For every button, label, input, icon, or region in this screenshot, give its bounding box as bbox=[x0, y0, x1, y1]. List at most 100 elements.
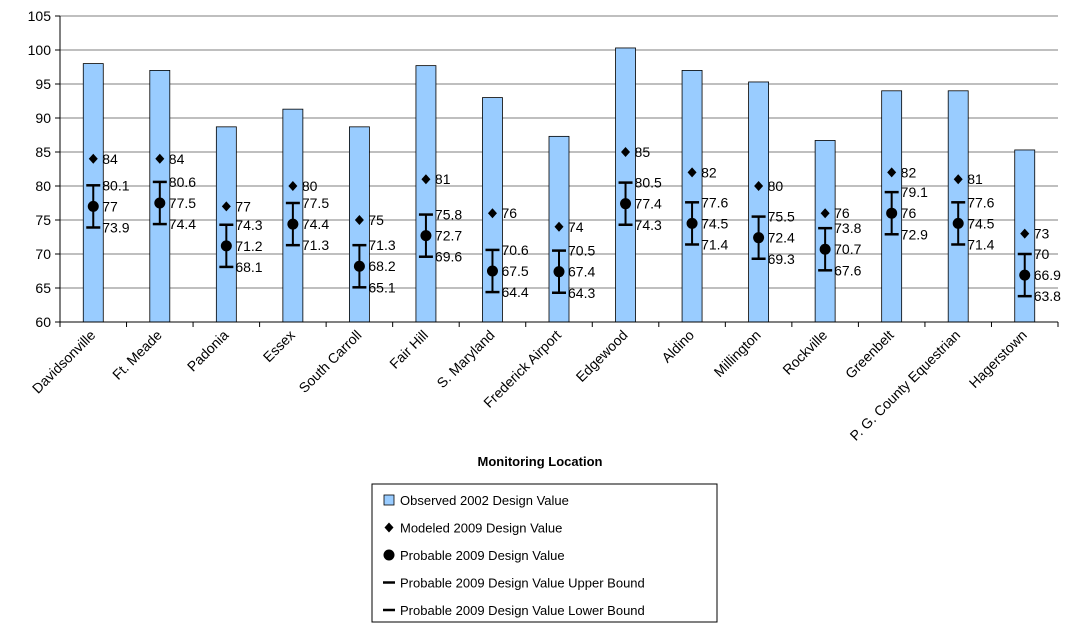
modeled-label: 84 bbox=[169, 151, 185, 167]
probable-marker bbox=[553, 266, 565, 278]
category-labels: Davidsonville Ft. Meade Padonia EssexSouth … bbox=[29, 327, 1030, 444]
probable-marker bbox=[87, 200, 99, 212]
probable-marker bbox=[154, 197, 166, 209]
category-label: P. G. County Equestrian bbox=[847, 327, 964, 444]
modeled-label: 85 bbox=[635, 144, 651, 160]
probable-marker bbox=[686, 217, 698, 229]
upper-bound-label: 70.6 bbox=[501, 242, 528, 258]
modeled-marker bbox=[221, 201, 231, 212]
modeled-marker bbox=[554, 221, 564, 232]
modeled-label: 80 bbox=[302, 178, 318, 194]
upper-bound-label: 80.1 bbox=[102, 177, 129, 193]
y-tick-label: 60 bbox=[35, 314, 51, 330]
legend-label: Observed 2002 Design Value bbox=[400, 493, 569, 508]
lower-bound-label: 64.4 bbox=[501, 284, 528, 300]
category-label: Edgewood bbox=[573, 327, 631, 385]
modeled-label: 73 bbox=[1034, 226, 1050, 242]
category-label: South Carroll bbox=[295, 327, 364, 396]
upper-bound-label: 75.5 bbox=[768, 209, 795, 225]
lower-bound-label: 69.6 bbox=[435, 249, 462, 265]
modeled-marker bbox=[754, 181, 764, 191]
y-tick-label: 105 bbox=[28, 8, 52, 24]
probable-label: 77.5 bbox=[169, 195, 196, 211]
probable-label: 74.5 bbox=[701, 215, 728, 231]
probable-marker bbox=[486, 265, 498, 277]
y-tick-label: 95 bbox=[35, 76, 51, 92]
lower-bound-label: 73.9 bbox=[102, 219, 129, 235]
lower-bound-label: 64.3 bbox=[568, 285, 595, 301]
modeled-marker bbox=[421, 174, 431, 185]
modeled-label: 82 bbox=[901, 164, 917, 180]
probable-label: 67.5 bbox=[501, 263, 528, 279]
modeled-marker bbox=[953, 174, 963, 185]
probable-marker bbox=[220, 240, 232, 252]
category-label: Essex bbox=[260, 327, 298, 365]
probable-marker bbox=[420, 230, 432, 242]
markers bbox=[86, 147, 1032, 298]
probable-marker bbox=[753, 232, 765, 244]
category-label: Davidsonville bbox=[29, 327, 99, 397]
lower-bound-label: 74.3 bbox=[635, 217, 662, 233]
probable-label: 66.9 bbox=[1034, 267, 1061, 283]
bar bbox=[415, 65, 437, 323]
lower-bound-label: 74.4 bbox=[169, 216, 196, 232]
probable-label: 72.7 bbox=[435, 228, 462, 244]
modeled-label: 80 bbox=[768, 178, 784, 194]
legend-swatch-diamond bbox=[384, 522, 394, 533]
legend-label: Probable 2009 Design Value Lower Bound bbox=[400, 603, 645, 618]
category-label: Aldino bbox=[658, 327, 697, 366]
y-tick-label: 90 bbox=[35, 110, 51, 126]
lower-bound-label: 72.9 bbox=[901, 226, 928, 242]
probable-label: 68.2 bbox=[368, 258, 395, 274]
bar bbox=[681, 70, 703, 323]
probable-label: 77 bbox=[102, 198, 118, 214]
modeled-marker bbox=[487, 208, 497, 219]
modeled-label: 84 bbox=[102, 151, 118, 167]
lower-bound-label: 71.3 bbox=[302, 237, 329, 253]
modeled-marker bbox=[820, 208, 830, 219]
category-label: Millington bbox=[711, 327, 764, 380]
probable-marker bbox=[952, 217, 964, 229]
upper-bound-label: 77.6 bbox=[967, 194, 994, 210]
probable-marker bbox=[620, 198, 632, 210]
probable-label: 74.5 bbox=[967, 215, 994, 231]
legend-box bbox=[371, 483, 718, 623]
probable-label: 76 bbox=[901, 205, 917, 221]
bars bbox=[82, 47, 1036, 323]
upper-bound-label: 80.6 bbox=[169, 174, 196, 190]
category-label: Rockville bbox=[779, 327, 830, 378]
upper-bound-label: 70.5 bbox=[568, 243, 595, 259]
legend: Observed 2002 Design Value Modeled 2009 D… bbox=[371, 483, 718, 623]
x-axis-title: Monitoring Location bbox=[478, 454, 603, 469]
category-label: S. Maryland bbox=[433, 327, 497, 391]
probable-label: 67.4 bbox=[568, 264, 595, 280]
probable-label: 74.4 bbox=[302, 216, 329, 232]
category-label: Greenbelt bbox=[842, 327, 897, 382]
legend-label: Probable 2009 Design Value bbox=[400, 548, 565, 563]
modeled-marker bbox=[88, 153, 98, 164]
lower-bound-label: 67.6 bbox=[834, 262, 861, 278]
axes: 60 65 70 75 80 85 90 95 100 105 bbox=[28, 8, 1059, 330]
upper-bound-label: 73.8 bbox=[834, 220, 861, 236]
modeled-label: 81 bbox=[967, 171, 983, 187]
y-tick-label: 65 bbox=[35, 280, 51, 296]
probable-marker bbox=[886, 207, 898, 219]
y-tick-label: 80 bbox=[35, 178, 51, 194]
category-label: Fair Hill bbox=[386, 327, 431, 372]
y-tick-label: 100 bbox=[28, 42, 52, 58]
upper-bound-label: 74.3 bbox=[235, 217, 262, 233]
category-label: Padonia bbox=[184, 327, 232, 375]
data-labels: 84 80.1 77 73.9 84 80.6 77.5 74.4 77 74.3 71.2 68.1… bbox=[102, 144, 1061, 304]
modeled-label: 75 bbox=[368, 212, 384, 228]
y-tick-label: 70 bbox=[35, 246, 51, 262]
probable-marker bbox=[353, 260, 365, 272]
probable-marker bbox=[1019, 269, 1031, 281]
modeled-label: 76 bbox=[834, 205, 850, 221]
probable-marker bbox=[287, 218, 299, 230]
lower-bound-label: 69.3 bbox=[768, 251, 795, 267]
modeled-marker bbox=[155, 153, 165, 164]
lower-bound-label: 71.4 bbox=[967, 236, 994, 252]
category-label: Ft. Meade bbox=[109, 327, 165, 383]
modeled-marker bbox=[1020, 228, 1030, 239]
